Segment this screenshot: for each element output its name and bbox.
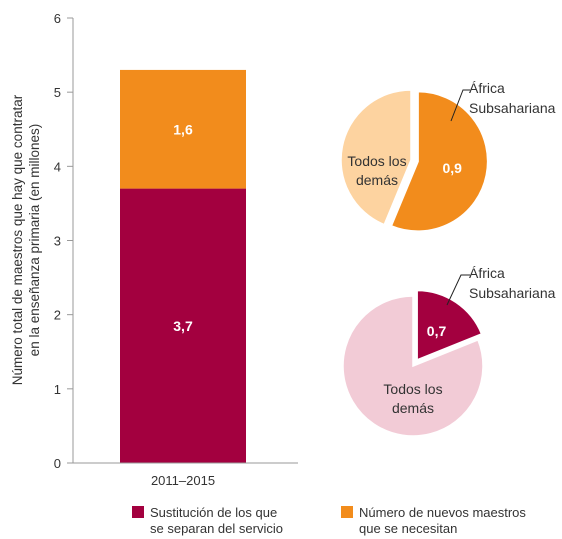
pie-slice-highlight <box>415 289 484 362</box>
y-tick-label: 3 <box>54 234 61 249</box>
y-tick-label: 4 <box>54 159 61 174</box>
y-tick-label: 6 <box>54 11 61 26</box>
legend: Sustitución de los que se separan del ser… <box>132 505 526 536</box>
pie-label-highlight-line: África <box>469 265 505 281</box>
pie-label-highlight: África Subsahariana <box>469 80 556 116</box>
y-axis: 0 1 2 3 4 5 6 <box>54 11 74 471</box>
legend-swatch <box>341 506 353 518</box>
legend-label-line: Sustitución de los que <box>150 505 277 520</box>
y-tick-label: 5 <box>54 85 61 100</box>
bar-value-label: 3,7 <box>173 318 193 334</box>
pie-leader-line <box>446 274 470 306</box>
pie-slice-other <box>342 295 484 437</box>
legend-label-line: se separan del servicio <box>150 521 283 536</box>
pie-slice-highlight <box>389 90 489 233</box>
pie-label-highlight: África Subsahariana <box>469 265 556 301</box>
y-axis-label: Número total de maestros que hay que con… <box>10 94 42 385</box>
bar-segment <box>120 188 246 464</box>
pie-leader-line <box>450 89 470 122</box>
bar-segment <box>120 69 246 189</box>
pie-label-other: Todos los demás <box>347 153 406 188</box>
pie-value-label: 0,9 <box>442 160 462 176</box>
pie-label-other-line: Todos los <box>347 153 406 169</box>
pie-label-other: Todos los demás <box>383 381 442 416</box>
bar-value-label: 1,6 <box>173 121 193 137</box>
y-axis-label-line: en la enseñanza primaria (en millones) <box>27 124 42 357</box>
y-tick-label: 0 <box>54 456 61 471</box>
legend-swatch <box>132 506 144 518</box>
x-tick-label: 2011–2015 <box>151 473 215 488</box>
pie-label-highlight-line: África <box>469 80 505 96</box>
pie-chart-new-teachers: 0,9 Todos los demás África Subsahariana <box>340 80 556 233</box>
x-axis: 2011–2015 <box>73 462 298 488</box>
y-tick-label: 1 <box>54 382 61 397</box>
legend-label-line: que se necesitan <box>359 521 457 536</box>
y-tick-label: 2 <box>54 308 61 323</box>
legend-label-line: Número de nuevos maestros <box>359 505 526 520</box>
legend-label: Número de nuevos maestros que se necesita… <box>359 505 526 536</box>
legend-label: Sustitución de los que se separan del ser… <box>150 505 283 536</box>
pie-label-highlight-line: Subsahariana <box>469 100 556 116</box>
pie-label-other-line: demás <box>356 172 398 188</box>
pie-chart-replacement: 0,7 Todos los demás África Subsahariana <box>342 265 556 437</box>
pie-value-label: 0,7 <box>427 323 447 339</box>
y-axis-label-line: Número total de maestros que hay que con… <box>10 94 25 385</box>
y-axis-title: Número total de maestros que hay que con… <box>10 94 42 385</box>
pie-label-other-line: demás <box>392 400 434 416</box>
pie-label-other-line: Todos los <box>383 381 442 397</box>
stacked-bar: 3,7 1,6 <box>120 69 246 464</box>
pie-label-highlight-line: Subsahariana <box>469 285 556 301</box>
pie-slice-other <box>340 89 412 226</box>
